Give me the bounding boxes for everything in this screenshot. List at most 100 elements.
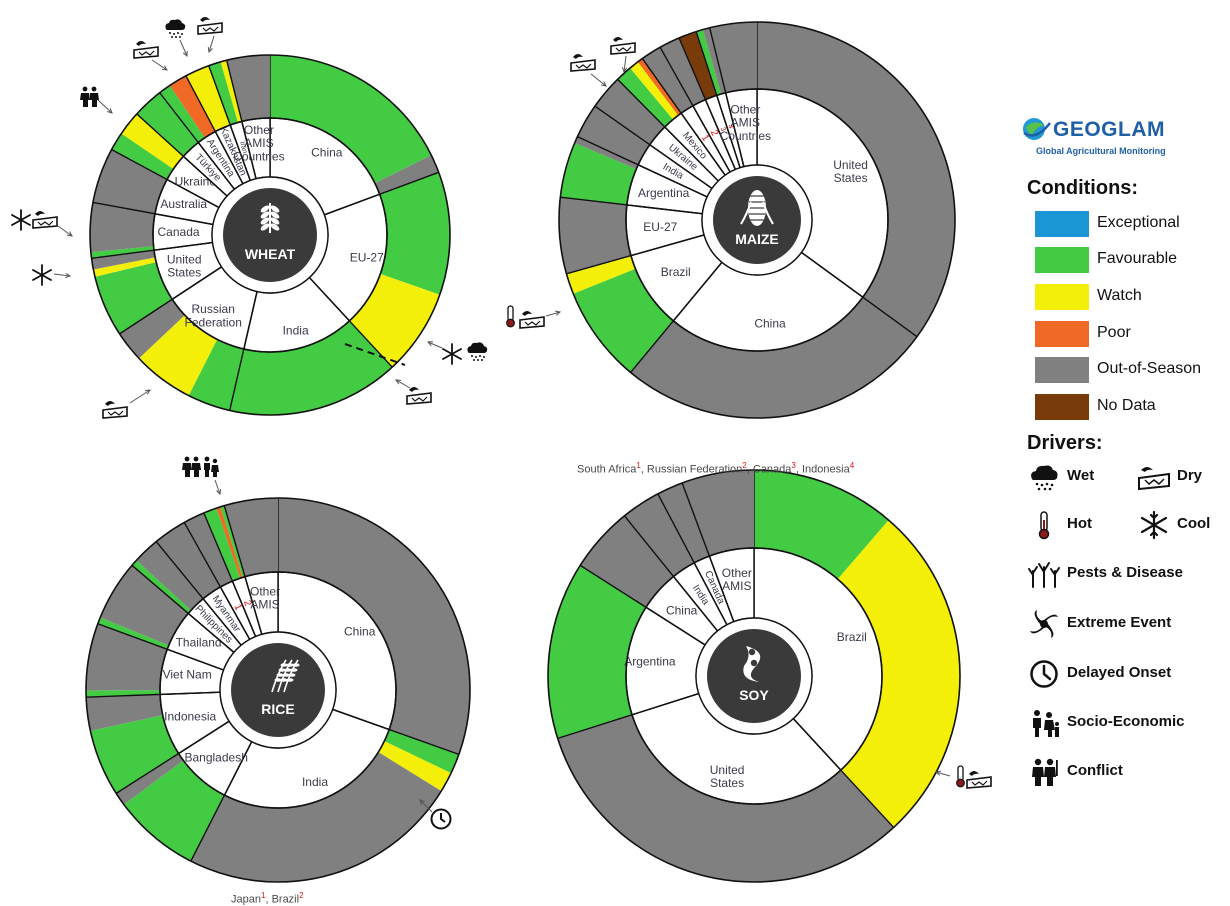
driver-label: Wet bbox=[1067, 467, 1095, 484]
rain-cloud-icon bbox=[467, 342, 488, 361]
wheat-canada-condition-favourable bbox=[90, 246, 154, 259]
country-divider bbox=[92, 201, 214, 226]
rice-label-other-amis: Other AMIS bbox=[250, 584, 280, 611]
legend: GEOGLAM Global Agricultural Monitoring C… bbox=[1005, 115, 1230, 815]
driver-label: Cool bbox=[1177, 515, 1211, 532]
snowflake-lines bbox=[442, 343, 462, 365]
rice-grain bbox=[278, 668, 286, 672]
dry-cracked-earth-icon bbox=[133, 41, 159, 59]
swatch-favourable bbox=[1035, 247, 1089, 273]
annotation-arrow bbox=[590, 73, 607, 87]
rain-drop bbox=[471, 355, 473, 357]
clock-icon bbox=[430, 808, 452, 830]
swatch-poor bbox=[1035, 321, 1089, 347]
country-divider bbox=[190, 741, 253, 862]
soy-label-argentina: Argentina bbox=[624, 655, 676, 669]
rain-cloud-icon bbox=[1031, 465, 1058, 491]
driver-label: Hot bbox=[1067, 515, 1092, 532]
donut-ring-outline bbox=[152, 117, 388, 353]
dry-crack bbox=[107, 410, 124, 416]
wheat-grain bbox=[260, 223, 270, 231]
crop-conditions-charts: China EU-27 India Russian Federation United St… bbox=[11, 17, 992, 883]
maize-label-brazil: Brazil bbox=[661, 265, 691, 279]
person-body bbox=[80, 93, 90, 107]
rain-drop bbox=[477, 359, 479, 361]
wheat-label-ukraine: Ukraine bbox=[175, 174, 217, 188]
wheat-label-other-amis-countries: Other AMIS Countries bbox=[233, 123, 284, 163]
donut-ring-outline bbox=[625, 547, 883, 805]
rice-indonesia-condition-favourable bbox=[90, 715, 179, 794]
soy-china-condition-out-of-season bbox=[580, 515, 674, 608]
country-divider bbox=[119, 266, 222, 335]
soy-bean bbox=[748, 648, 756, 656]
maize-footnote-3: Canada bbox=[752, 463, 792, 476]
dry-sun bbox=[200, 17, 210, 22]
driver-label: Socio-Economic bbox=[1067, 713, 1185, 730]
condition-label: Poor bbox=[1097, 324, 1131, 341]
country-divider bbox=[229, 291, 258, 411]
rice-label-china: China bbox=[344, 625, 376, 639]
person-head bbox=[184, 456, 190, 462]
condition-favourable: Favourable bbox=[1035, 247, 1230, 273]
driver-label: Pests & Disease bbox=[1067, 564, 1183, 581]
dry-crack bbox=[37, 220, 54, 226]
soy-bean bbox=[750, 659, 758, 667]
annotation-arrow bbox=[208, 35, 215, 53]
wheat-label-eu-27: EU-27 bbox=[350, 250, 384, 264]
country-divider bbox=[324, 171, 439, 216]
dry-ground bbox=[32, 216, 58, 229]
wheat-label-united-states: United States bbox=[167, 252, 202, 279]
snowflake-lines bbox=[32, 264, 52, 286]
annotation-arrow bbox=[53, 273, 71, 277]
soy-canada-condition-out-of-season bbox=[657, 482, 710, 563]
country-divider bbox=[681, 482, 735, 622]
soy-center-label: SOY bbox=[739, 687, 769, 703]
rice-grain bbox=[274, 678, 282, 682]
country-divider bbox=[183, 522, 251, 640]
maize-footnote-4: Indonesia bbox=[802, 463, 850, 476]
soy-label-china: China bbox=[666, 604, 698, 618]
rice-footnote-2: Brazil bbox=[271, 893, 300, 906]
maize-argentina-condition-out-of-season bbox=[574, 136, 639, 170]
dry-sun bbox=[136, 41, 146, 46]
country-divider bbox=[577, 135, 708, 198]
annotation-arrowhead bbox=[207, 46, 213, 54]
wheat-argentina-condition-favourable bbox=[159, 85, 205, 143]
rice-thailand-condition-favourable bbox=[97, 617, 169, 650]
wheat-india-condition-favourable bbox=[229, 320, 393, 415]
ray bbox=[32, 269, 52, 281]
rice-other-amis-condition-out-of-season bbox=[224, 498, 278, 577]
dry-ground bbox=[570, 59, 596, 72]
ray bbox=[442, 348, 462, 360]
maize-brazil-condition-watch bbox=[566, 255, 636, 294]
maize-china-condition-out-of-season bbox=[630, 297, 917, 418]
rice-grain bbox=[290, 668, 298, 672]
country-divider bbox=[185, 75, 244, 185]
driver-label: Dry bbox=[1177, 467, 1203, 484]
soldiers-icon bbox=[182, 456, 201, 477]
dry-sun bbox=[35, 211, 45, 216]
wheat-icon bbox=[260, 203, 280, 233]
maize-leaf bbox=[740, 201, 752, 225]
swatch-out-of-season bbox=[1035, 357, 1089, 383]
rain-drop bbox=[473, 359, 475, 361]
annotation-arrowhead bbox=[182, 50, 188, 58]
rice-myanmar-condition-out-of-season bbox=[156, 522, 221, 599]
ray bbox=[11, 214, 31, 226]
maize-4-condition-out-of-season bbox=[702, 27, 726, 94]
maize-footnote-1: South Africa bbox=[577, 463, 637, 476]
rice-bangladesh-condition-favourable bbox=[123, 760, 225, 862]
country-divider bbox=[623, 515, 719, 632]
wheat-eu-27-condition-watch bbox=[349, 273, 440, 368]
country-divider bbox=[223, 505, 263, 635]
country-divider bbox=[630, 261, 723, 373]
dry-ground bbox=[966, 776, 992, 789]
wheat-label-russian-federation: Russian Federation bbox=[185, 302, 242, 329]
rice-india-condition-watch bbox=[378, 741, 452, 792]
rain-drop bbox=[171, 36, 173, 38]
donut-ring-outline bbox=[85, 497, 471, 883]
pests-disease-icon bbox=[1028, 562, 1060, 588]
soy-united-states-condition-out-of-season bbox=[557, 714, 894, 883]
rice-grain bbox=[280, 678, 288, 682]
